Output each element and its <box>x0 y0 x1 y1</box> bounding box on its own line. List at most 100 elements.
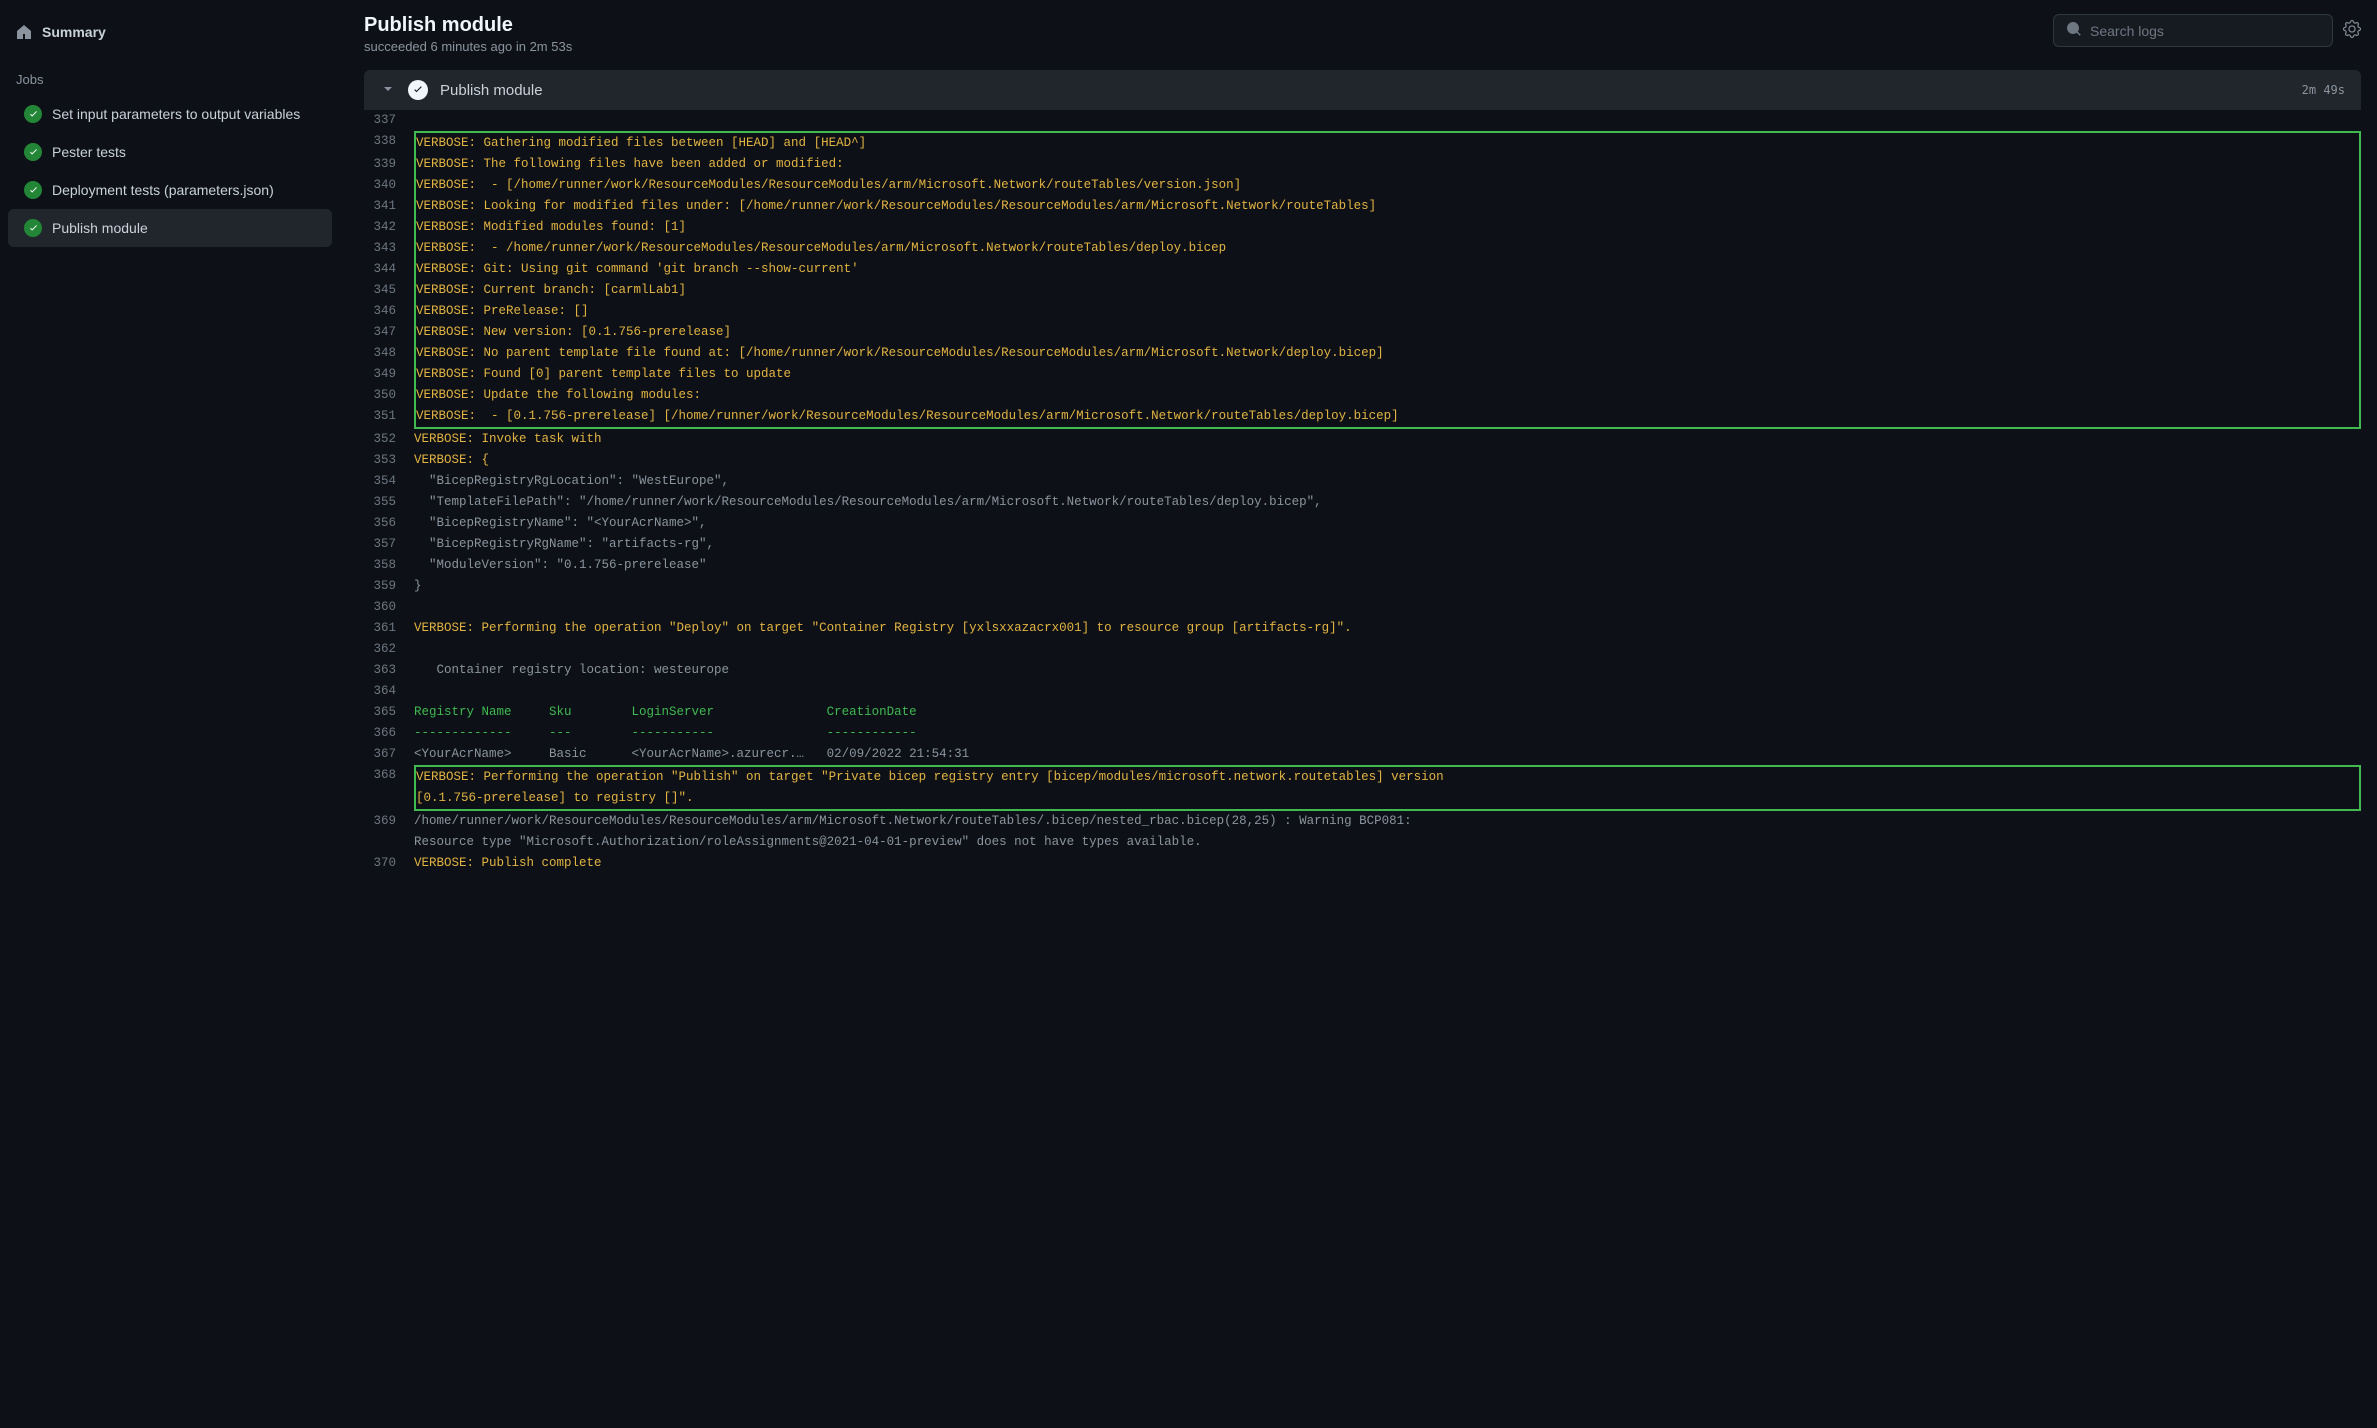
log-line: 338VERBOSE: Gathering modified files bet… <box>364 131 2361 154</box>
search-box[interactable] <box>2053 14 2333 47</box>
log-text <box>414 110 2361 131</box>
log-text <box>414 639 2361 660</box>
search-input[interactable] <box>2090 23 2320 39</box>
log-line: 350VERBOSE: Update the following modules… <box>364 385 2361 406</box>
log-line: 347VERBOSE: New version: [0.1.756-prerel… <box>364 322 2361 343</box>
log-text: Registry Name Sku LoginServer CreationDa… <box>414 702 2361 723</box>
line-number: 347 <box>364 322 414 343</box>
line-number: 348 <box>364 343 414 364</box>
log-line: 339VERBOSE: The following files have bee… <box>364 154 2361 175</box>
header-right <box>2053 14 2361 47</box>
line-number: 340 <box>364 175 414 196</box>
log-text: VERBOSE: - [/home/runner/work/ResourceMo… <box>414 175 2361 196</box>
line-number: 345 <box>364 280 414 301</box>
line-number: 369 <box>364 811 414 832</box>
log-text: VERBOSE: Update the following modules: <box>414 385 2361 406</box>
sidebar: Summary Jobs Set input parameters to out… <box>0 0 340 1428</box>
step-header[interactable]: Publish module 2m 49s <box>364 70 2361 110</box>
log-line: 359} <box>364 576 2361 597</box>
log-text: VERBOSE: Performing the operation "Deplo… <box>414 618 2361 639</box>
log-text: } <box>414 576 2361 597</box>
check-icon <box>24 181 42 199</box>
summary-link[interactable]: Summary <box>0 16 340 48</box>
log-line: 361VERBOSE: Performing the operation "De… <box>364 618 2361 639</box>
log-text <box>414 681 2361 702</box>
duration: 2m 53s <box>530 39 573 54</box>
header-left: Publish module succeeded 6 minutes ago i… <box>364 14 2053 54</box>
line-number: 339 <box>364 154 414 175</box>
log-line: 351VERBOSE: - [0.1.756-prerelease] [/hom… <box>364 406 2361 429</box>
settings-button[interactable] <box>2343 20 2361 41</box>
log-area[interactable]: 337338VERBOSE: Gathering modified files … <box>364 110 2361 1428</box>
line-number: 358 <box>364 555 414 576</box>
line-number: 370 <box>364 853 414 874</box>
log-line: 360 <box>364 597 2361 618</box>
job-item[interactable]: Pester tests <box>8 133 332 171</box>
log-line: 352VERBOSE: Invoke task with <box>364 429 2361 450</box>
log-line: 362 <box>364 639 2361 660</box>
jobs-heading: Jobs <box>0 48 340 95</box>
log-line: 355 "TemplateFilePath": "/home/runner/wo… <box>364 492 2361 513</box>
line-number: 361 <box>364 618 414 639</box>
log-text: VERBOSE: Gathering modified files betwee… <box>414 131 2361 154</box>
log-text: VERBOSE: New version: [0.1.756-prereleas… <box>414 322 2361 343</box>
log-text: VERBOSE: - [0.1.756-prerelease] [/home/r… <box>414 406 2361 429</box>
log-text: VERBOSE: PreRelease: [] <box>414 301 2361 322</box>
line-number: 353 <box>364 450 414 471</box>
log-text: Resource type "Microsoft.Authorization/r… <box>414 832 2361 853</box>
chevron-down-icon[interactable] <box>380 81 396 100</box>
home-icon <box>16 24 32 40</box>
line-number: 360 <box>364 597 414 618</box>
check-icon <box>24 105 42 123</box>
job-item[interactable]: Deployment tests (parameters.json) <box>8 171 332 209</box>
log-text: VERBOSE: Modified modules found: [1] <box>414 217 2361 238</box>
line-number: 359 <box>364 576 414 597</box>
log-line: 357 "BicepRegistryRgName": "artifacts-rg… <box>364 534 2361 555</box>
line-number: 346 <box>364 301 414 322</box>
line-number: 344 <box>364 259 414 280</box>
log-text: VERBOSE: The following files have been a… <box>414 154 2361 175</box>
line-number: 356 <box>364 513 414 534</box>
line-number: 352 <box>364 429 414 450</box>
log-line: 367<YourAcrName> Basic <YourAcrName>.azu… <box>364 744 2361 765</box>
log-text: <YourAcrName> Basic <YourAcrName>.azurec… <box>414 744 2361 765</box>
main: Publish module succeeded 6 minutes ago i… <box>340 0 2377 1428</box>
log-text: "TemplateFilePath": "/home/runner/work/R… <box>414 492 2361 513</box>
step-name: Publish module <box>440 82 2290 99</box>
log-text <box>414 597 2361 618</box>
log-line: 365Registry Name Sku LoginServer Creatio… <box>364 702 2361 723</box>
line-number: 364 <box>364 681 414 702</box>
time-ago: 6 minutes ago <box>431 39 513 54</box>
job-item[interactable]: Publish module <box>8 209 332 247</box>
line-number <box>364 832 414 853</box>
log-line: 337 <box>364 110 2361 131</box>
log-line: 353VERBOSE: { <box>364 450 2361 471</box>
line-number: 368 <box>364 765 414 788</box>
log-text: VERBOSE: - /home/runner/work/ResourceMod… <box>414 238 2361 259</box>
line-number: 351 <box>364 406 414 429</box>
job-label: Pester tests <box>52 144 126 160</box>
log-line: 340VERBOSE: - [/home/runner/work/Resourc… <box>364 175 2361 196</box>
log-line: 366------------- --- ----------- -------… <box>364 723 2361 744</box>
log-line: 364 <box>364 681 2361 702</box>
check-icon <box>24 143 42 161</box>
log-line: 370VERBOSE: Publish complete <box>364 853 2361 874</box>
job-label: Publish module <box>52 220 148 236</box>
log-text: "BicepRegistryRgLocation": "WestEurope", <box>414 471 2361 492</box>
status-text: succeeded <box>364 39 427 54</box>
line-number: 366 <box>364 723 414 744</box>
job-item[interactable]: Set input parameters to output variables <box>8 95 332 133</box>
log-text: VERBOSE: Looking for modified files unde… <box>414 196 2361 217</box>
log-line: 341VERBOSE: Looking for modified files u… <box>364 196 2361 217</box>
line-number: 357 <box>364 534 414 555</box>
log-text: "BicepRegistryName": "<YourAcrName>", <box>414 513 2361 534</box>
check-icon <box>24 219 42 237</box>
log-text: VERBOSE: { <box>414 450 2361 471</box>
log-text: "BicepRegistryRgName": "artifacts-rg", <box>414 534 2361 555</box>
log-line: 354 "BicepRegistryRgLocation": "WestEuro… <box>364 471 2361 492</box>
line-number: 349 <box>364 364 414 385</box>
line-number: 342 <box>364 217 414 238</box>
log-text: [0.1.756-prerelease] to registry []". <box>414 788 2361 811</box>
log-line: 346VERBOSE: PreRelease: [] <box>364 301 2361 322</box>
step-status-icon <box>408 80 428 100</box>
